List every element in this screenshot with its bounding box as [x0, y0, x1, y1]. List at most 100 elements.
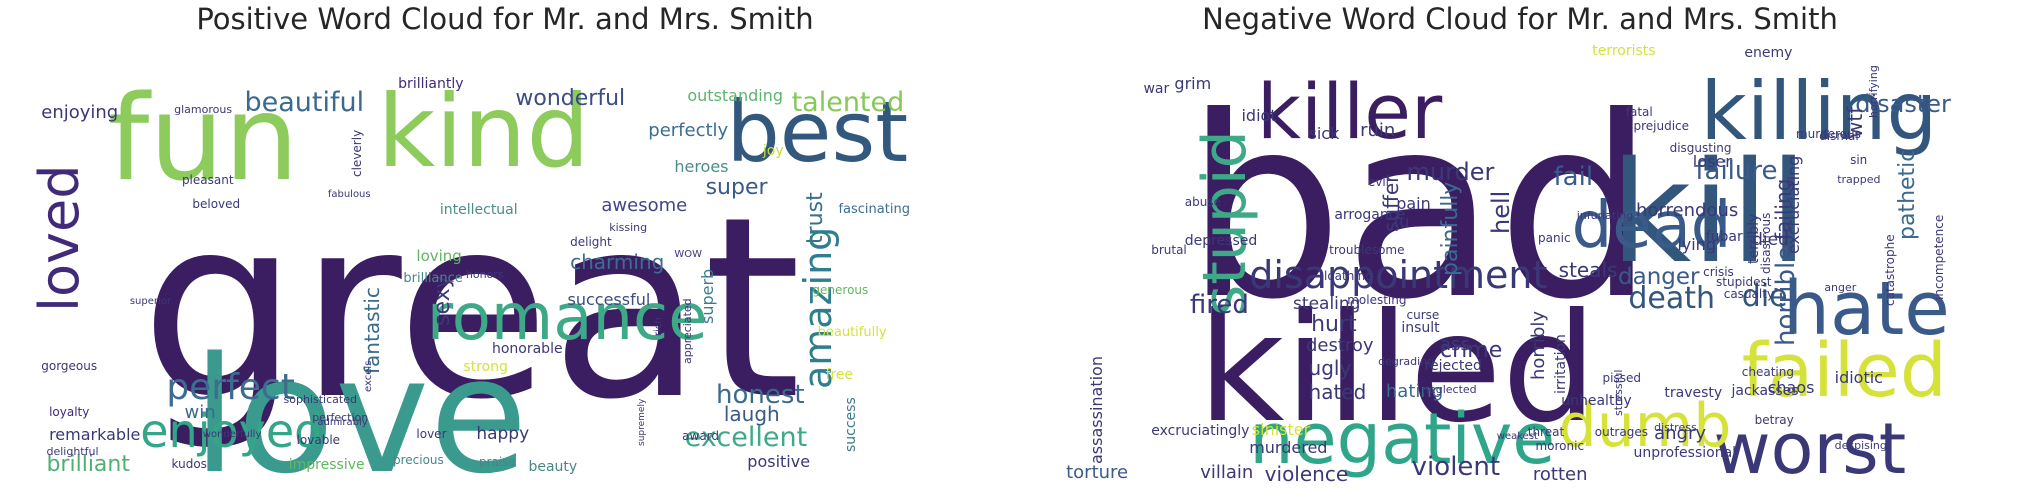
negative-word: fu [1393, 212, 1410, 231]
positive-word: superb [698, 268, 718, 324]
positive-word: delight [570, 235, 612, 249]
negative-word: loathing [1324, 269, 1373, 283]
positive-word: loving [416, 247, 462, 265]
negative-word: fail [1553, 162, 1594, 192]
negative-word: stealing [1293, 294, 1361, 314]
negative-word: disaster [1855, 90, 1951, 118]
positive-word: brilliantly [398, 76, 464, 92]
negative-word: horribly [1528, 311, 1550, 380]
negative-word: painfully [1438, 181, 1464, 276]
positive-word: remarkable [49, 425, 141, 444]
negative-word: angry [1654, 423, 1707, 444]
negative-word: dumb [1558, 391, 1732, 461]
negative-word: failed [1741, 328, 1947, 414]
positive-word: delightful [46, 445, 99, 458]
negative-word: torture [1066, 462, 1129, 483]
negative-word: horrible [1770, 245, 1801, 346]
negative-word: killer [1256, 67, 1443, 156]
positive-word: generous [812, 283, 869, 297]
negative-word: molesting [1347, 293, 1407, 307]
positive-word: excels [363, 360, 375, 392]
negative-word: terrorists [1592, 44, 1656, 59]
negative-word: excruciatingly [1151, 423, 1250, 439]
positive-word: fascinating [838, 202, 910, 217]
positive-word: brilliant [46, 452, 130, 477]
positive-word: precious [392, 453, 444, 467]
negative-word: infuriating [1576, 209, 1634, 222]
negative-word: ass [1440, 334, 1470, 355]
negative-word: violent [1411, 452, 1501, 482]
positive-word: perfect [166, 367, 295, 408]
positive-word: romance [426, 281, 708, 355]
positive-word: positive [747, 452, 811, 471]
negative-word: cheating [1741, 365, 1794, 379]
positive-word: free [825, 367, 854, 383]
negative-word: villain [1200, 462, 1254, 483]
negative-word: crisis [1703, 265, 1734, 279]
negative-word: assassination [1087, 356, 1107, 464]
positive-cloud: great love fun kind best loved romance perfect e… [10, 44, 1000, 496]
negative-word: ruin [1360, 120, 1396, 141]
positive-word: kudos [171, 457, 207, 471]
positive-word: loyalty [49, 405, 90, 419]
negative-word: travesty [1664, 385, 1723, 401]
negative-word: dismal [1819, 129, 1859, 143]
positive-word: admirably [317, 417, 368, 428]
positive-word: enjoyed [140, 404, 324, 458]
negative-word: betray [1754, 413, 1794, 427]
negative-word: sick [1308, 124, 1340, 143]
negative-word: rotten [1532, 464, 1588, 485]
positive-word: best [726, 83, 909, 181]
negative-title: Negative Word Cloud for Mr. and Mrs. Smi… [1202, 2, 1838, 36]
negative-word: bad [1184, 63, 1656, 354]
negative-word: idiot [1241, 106, 1277, 125]
positive-word: amazing [796, 226, 841, 389]
positive-word: appreciated [681, 298, 695, 364]
negative-word: incompetence [1931, 214, 1946, 300]
positive-word: pleasant [181, 173, 234, 187]
positive-word: loved [28, 164, 92, 313]
positive-word: joy [762, 143, 784, 159]
negative-word: death [1628, 281, 1715, 316]
positive-word: fabulous [327, 189, 371, 200]
positive-word: love [192, 322, 528, 496]
positive-word: wonderfully [202, 429, 262, 440]
negative-word: rejected [1424, 358, 1482, 374]
negative-word: die [1741, 279, 1788, 314]
positive-word: lover [416, 427, 447, 441]
negative-word: unhealthy [1561, 393, 1632, 409]
negative-word: grim [1174, 74, 1212, 93]
negative-word: horrendous [1636, 200, 1739, 221]
positive-word: awesome [601, 195, 688, 216]
positive-word: fun [107, 69, 299, 207]
negative-word: stupid [1190, 130, 1261, 316]
negative-word: fatal [1625, 105, 1653, 119]
negative-word: hell [1487, 190, 1516, 234]
positive-word: intellectual [439, 202, 518, 218]
positive-word: successful [567, 290, 651, 309]
positive-word: impressive [288, 457, 365, 473]
positive-word: brilliance [403, 271, 463, 286]
negative-word: idiotic [1834, 368, 1883, 387]
positive-word: beauty [528, 459, 578, 475]
negative-word: hated [1308, 380, 1367, 404]
positive-word: kissing [609, 221, 648, 234]
negative-word: weakest [1496, 431, 1538, 442]
positive-word: lovable [296, 433, 341, 447]
positive-word: great [140, 163, 802, 454]
negative-word: sin [1850, 153, 1868, 167]
positive-word: talented [791, 87, 905, 118]
positive-word: success [842, 397, 859, 452]
negative-cloud: bad kill killed killer killing negative worst f… [1030, 44, 2010, 496]
negative-word: jackasses [1731, 383, 1799, 399]
negative-word: killed [1197, 282, 1598, 456]
positive-title: Positive Word Cloud for Mr. and Mrs. Smi… [196, 2, 814, 36]
negative-word: terribly [1745, 213, 1762, 264]
negative-word: hating [1385, 381, 1444, 402]
negative-word: failure [1695, 156, 1778, 186]
negative-word: hate [1783, 266, 1950, 352]
positive-word: perfectly [648, 120, 729, 141]
negative-word: evil [1367, 175, 1389, 189]
negative-word: arrogance [1334, 207, 1406, 223]
positive-word: honors [465, 268, 504, 281]
